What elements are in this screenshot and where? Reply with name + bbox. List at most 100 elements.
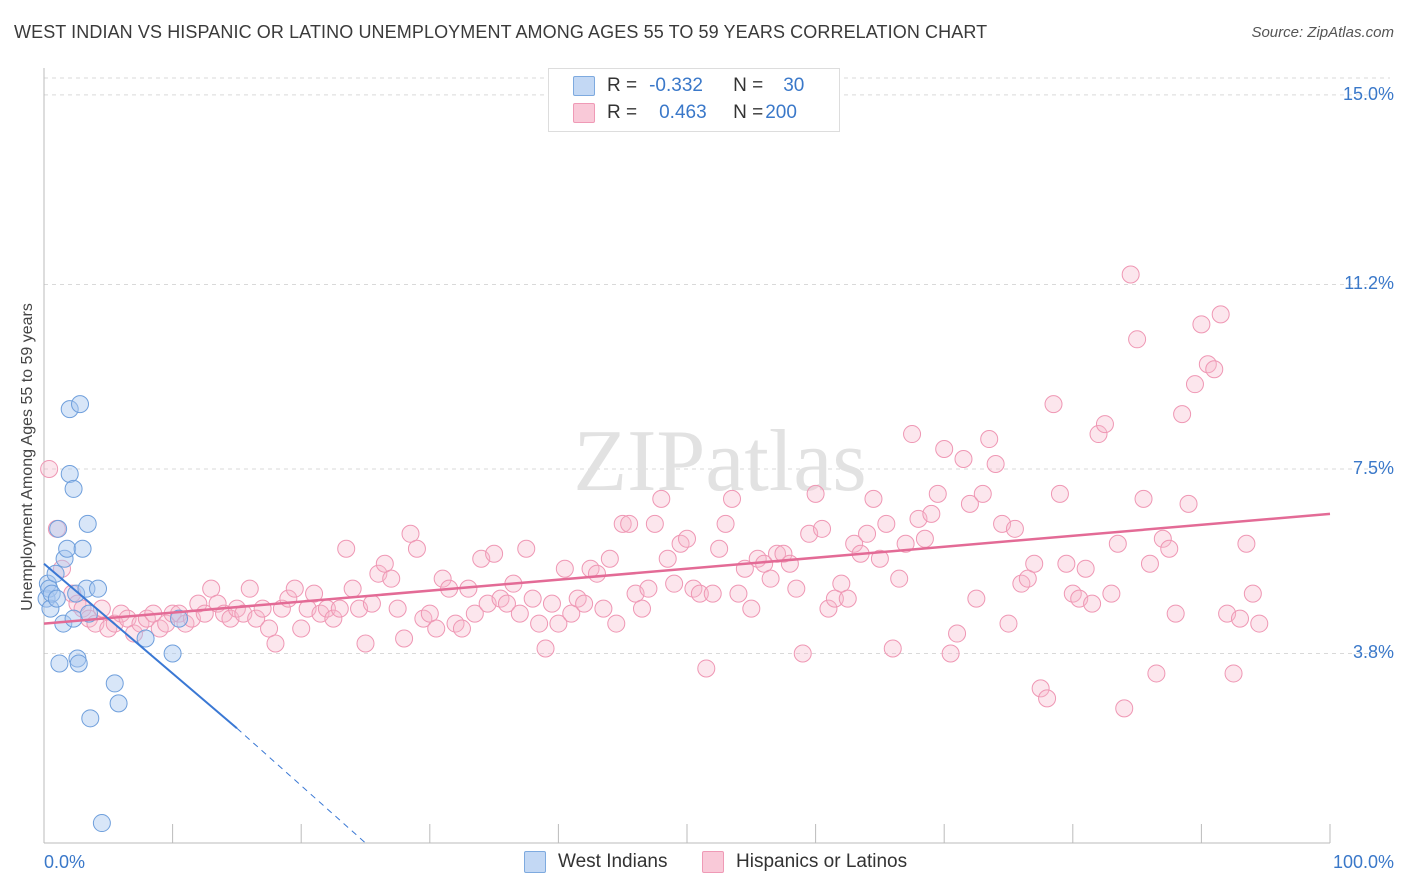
hispanic-point (903, 425, 922, 444)
west-indian-point (105, 674, 124, 693)
hispanic-point (575, 594, 594, 613)
hispanic-point (330, 599, 349, 618)
legend-row-hispanics: R = 0.463 N = 200 (573, 101, 797, 125)
hispanic-point (465, 604, 484, 623)
hispanic-point (1115, 699, 1134, 718)
legend-r-value: -0.332 (649, 75, 703, 96)
x-tick-min: 0.0% (44, 852, 86, 872)
west-indian-point (89, 579, 108, 598)
legend-r-value: 0.463 (659, 102, 707, 123)
hispanic-point (356, 634, 375, 653)
hispanic-point (1185, 375, 1204, 394)
legend-label-hispanics: Hispanics or Latinos (736, 851, 908, 872)
y-tick-label: 3.8% (1352, 642, 1394, 663)
hispanic-point (639, 579, 658, 598)
west-indian-point (42, 584, 61, 603)
hispanic-point (620, 514, 639, 533)
hispanic-point (375, 554, 394, 573)
hispanic-point (632, 599, 651, 618)
hispanic-point (825, 589, 844, 608)
hispanic-point (838, 589, 857, 608)
legend-n-value: 30 (783, 75, 805, 96)
hispanic-point (935, 440, 954, 459)
hispanic-point (723, 489, 742, 508)
legend-n-value: 200 (765, 102, 797, 123)
legend-item-hispanics: Hispanics or Latinos (702, 851, 907, 873)
hispanic-point (1134, 489, 1153, 508)
hispanic-point (941, 644, 960, 663)
west-indian-point (60, 464, 79, 483)
hispanic-point (1166, 604, 1185, 623)
west-indian-trend-extension (236, 727, 366, 844)
hispanic-point (253, 599, 272, 618)
hispanic-point (1089, 425, 1108, 444)
hispanic-point (928, 484, 947, 503)
hispanic-point (523, 589, 542, 608)
hispanic-point (1230, 609, 1249, 628)
legend-n-label: N = (733, 102, 764, 123)
x-tick-max: 100.0% (1332, 852, 1394, 872)
hispanic-point (1192, 315, 1211, 334)
hispanic-point (542, 594, 561, 613)
hispanic-point (517, 539, 536, 558)
legend-swatch-pink (573, 103, 595, 123)
west-indian-point (92, 814, 111, 833)
hispanic-point (1025, 554, 1044, 573)
hispanic-point (729, 584, 748, 603)
hispanic-point (343, 579, 362, 598)
hispanic-point (433, 569, 452, 588)
hispanic-point (1250, 614, 1269, 633)
series-legend: West Indians Hispanics or Latinos (0, 851, 1406, 879)
hispanic-point (883, 639, 902, 658)
hispanic-point (877, 514, 896, 533)
west-indian-point (41, 599, 60, 618)
hispanic-point (452, 619, 471, 638)
hispanic-point (587, 564, 606, 583)
y-tick-label: 15.0% (1342, 83, 1394, 104)
hispanic-point (1243, 584, 1262, 603)
west-indian-point (40, 579, 59, 598)
west-indian-point (80, 604, 99, 623)
hispanic-point (1005, 519, 1024, 538)
axes (43, 68, 1331, 844)
hispanic-point (832, 574, 851, 593)
hispanic-point (1018, 569, 1037, 588)
hispanic-point (967, 589, 986, 608)
legend-r-label: R = (607, 102, 638, 123)
hispanic-point (510, 604, 529, 623)
west-indian-point (47, 589, 66, 608)
hispanic-point (260, 619, 279, 638)
hispanic-point (240, 579, 259, 598)
hispanic-point (337, 539, 356, 558)
hispanic-point (858, 524, 877, 543)
hispanic-point (536, 639, 555, 658)
hispanic-point (292, 619, 311, 638)
hispanic-point (690, 584, 709, 603)
west-indian-point (71, 395, 90, 414)
hispanic-point (806, 484, 825, 503)
hispanic-point (999, 614, 1018, 633)
legend-item-west-indians: West Indians (524, 851, 667, 873)
hispanic-point (697, 659, 716, 678)
hispanic-point (710, 539, 729, 558)
west-indian-point (170, 609, 189, 628)
legend-swatch-blue (573, 76, 595, 96)
hispanic-point (819, 599, 838, 618)
legend-row-west-indians: R = -0.332 N = 30 (573, 74, 804, 98)
hispanic-point (1153, 529, 1172, 548)
hispanic-point (864, 489, 883, 508)
hispanic-point (948, 624, 967, 643)
hispanic-point (362, 594, 381, 613)
hispanic-point (870, 549, 889, 568)
hispanic-point (594, 599, 613, 618)
hispanic-point (774, 544, 793, 563)
hispanic-point (388, 599, 407, 618)
hispanic-point (395, 629, 414, 648)
hispanic-point (530, 614, 549, 633)
hispanic-point (555, 559, 574, 578)
hispanic-point (600, 549, 619, 568)
y-tick-label: 7.5% (1352, 457, 1394, 478)
west-indian-point (50, 654, 69, 673)
hispanic-point (1179, 494, 1198, 513)
